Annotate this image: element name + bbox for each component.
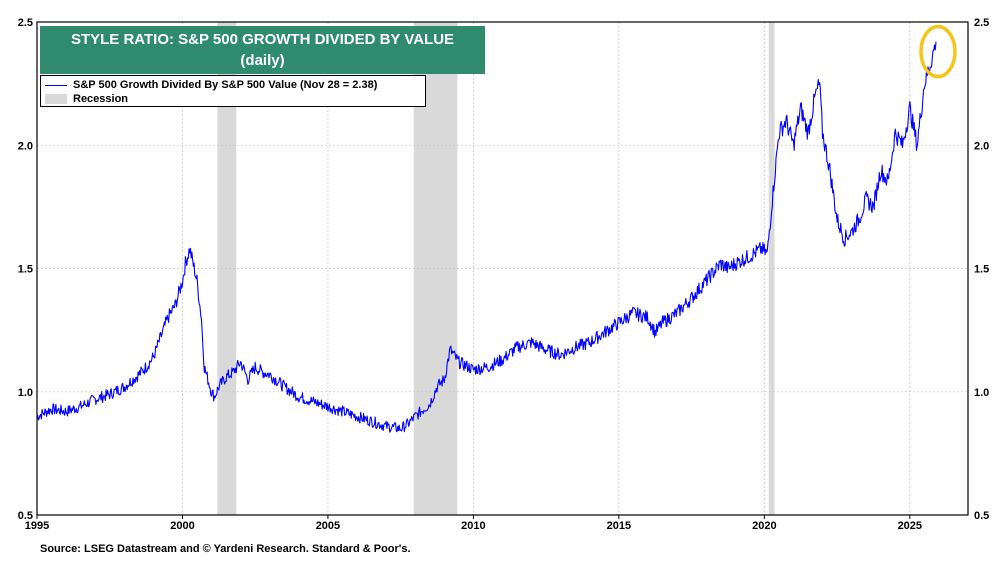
x-tick-label: 2000 <box>170 520 194 532</box>
legend-label-series: S&P 500 Growth Divided By S&P 500 Value … <box>73 79 378 91</box>
annotation-layer <box>919 24 957 79</box>
legend: S&P 500 Growth Divided By S&P 500 Value … <box>40 75 426 107</box>
y-tick-label-left: 1.5 <box>18 264 33 276</box>
y-tick-label-left: 2.0 <box>18 140 33 152</box>
plot-frame <box>36 21 969 516</box>
x-tick-label: 2020 <box>752 520 776 532</box>
source-note: Source: LSEG Datastream and © Yardeni Re… <box>40 543 411 555</box>
y-tick-label-right: 2.5 <box>974 17 989 29</box>
chart-subtitle: (daily) <box>240 52 285 69</box>
y-tick-label-right: 1.5 <box>974 264 989 276</box>
series-line <box>36 41 937 433</box>
x-tick-label: 1995 <box>25 520 49 532</box>
y-tick-label-left: 2.5 <box>18 17 33 29</box>
chart-title-box: STYLE RATIO: S&P 500 GROWTH DIVIDED BY V… <box>40 26 485 74</box>
legend-label-recession: Recession <box>73 93 129 105</box>
y-tick-label-right: 2.0 <box>974 140 989 152</box>
y-tick-label-right: 1.0 <box>974 387 989 399</box>
legend-swatch-recession <box>45 94 67 104</box>
highlight-circle <box>919 24 957 79</box>
series-layer <box>36 41 937 433</box>
x-tick-label: 2010 <box>461 520 485 532</box>
x-tick-label: 2005 <box>316 520 340 532</box>
recession-band <box>768 22 775 515</box>
y-tick-label-right: 0.5 <box>974 510 989 522</box>
gridlines <box>37 22 968 515</box>
legend-entry-recession: Recession <box>45 92 128 106</box>
x-tick-label: 2015 <box>607 520 631 532</box>
legend-swatch-series <box>45 84 67 86</box>
tick-labels: 1995 2000 2005 2010 2015 2020 2025 0.5 0.5 1.0 1.0… <box>18 17 990 532</box>
x-tick-label: 2025 <box>898 520 922 532</box>
chart-title: STYLE RATIO: S&P 500 GROWTH DIVIDED BY V… <box>70 31 455 48</box>
legend-entry-series: S&P 500 Growth Divided By S&P 500 Value … <box>45 78 377 92</box>
y-tick-label-left: 1.0 <box>18 387 33 399</box>
y-tick-label-left: 0.5 <box>18 510 33 522</box>
